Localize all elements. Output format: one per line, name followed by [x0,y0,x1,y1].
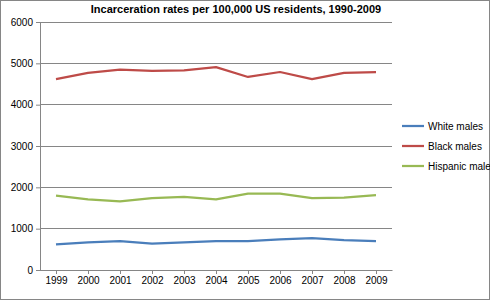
legend-label: White males [428,121,483,132]
x-tick-mark [248,270,249,274]
x-tick: 1999 [45,270,68,286]
x-tick: 2005 [237,270,260,286]
x-tick-mark [184,270,185,274]
y-tick: 2000 [11,182,40,193]
grid-line [40,187,392,188]
y-tick: 1000 [11,223,40,234]
y-tick: 6000 [11,17,40,28]
title: Incarceration rates per 100,000 US resid… [91,3,381,15]
y-tick-mark [36,229,40,230]
y-tick-label: 0 [27,265,33,276]
x-tick-mark [312,270,313,274]
y-tick-mark [36,105,40,106]
y-axis: 0 1000 2000 3000 4000 5000 6000 [11,17,41,276]
series-lines [56,67,376,244]
y-tick: 3000 [11,141,40,152]
x-tick-mark [56,270,57,274]
x-tick: 2003 [173,270,196,286]
y-tick-mark [36,63,40,64]
plot: 0 1000 2000 3000 4000 5000 6000 1999 2000 2001 200… [11,17,393,286]
x-tick-mark [152,270,153,274]
x-tick-label: 2002 [141,275,164,286]
chart-border [1,1,490,300]
y-tick-mark [36,270,40,271]
x-tick: 2002 [141,270,164,286]
x-axis: 1999 2000 2001 2002 2003 2004 2005 2006 2007 2008… [41,270,393,286]
x-tick-mark [376,270,377,274]
legend-label: Hispanic males [428,161,490,172]
x-tick-label: 2004 [205,275,228,286]
y-tick-label: 3000 [11,141,34,152]
x-tick-mark [88,270,89,274]
x-tick-mark [344,270,345,274]
y-tick: 4000 [11,99,40,110]
grid-line [40,22,392,23]
x-tick-label: 2005 [237,275,260,286]
x-tick: 2000 [77,270,100,286]
x-tick-label: 2008 [333,275,356,286]
y-tick-mark [36,22,40,23]
x-tick-label: 2007 [301,275,324,286]
y-tick-mark [36,187,40,188]
grid-line [40,63,392,64]
x-tick: 2007 [301,270,324,286]
x-tick: 2001 [109,270,132,286]
y-axis-line [40,23,41,271]
x-tick-label: 2009 [365,275,388,286]
y-tick-mark [36,146,40,147]
x-tick: 2006 [269,270,292,286]
y-tick-label: 5000 [11,58,34,69]
grid [40,22,392,270]
x-tick-label: 2001 [109,275,132,286]
y-tick-label: 2000 [11,182,34,193]
grid-line [40,104,392,105]
x-tick-label: 2003 [173,275,196,286]
y-tick: 5000 [11,58,40,69]
y-tick-label: 4000 [11,99,34,110]
grid-line [40,228,392,229]
y-tick-label: 1000 [11,223,34,234]
legend-swatch [402,165,424,167]
x-tick-mark [280,270,281,274]
x-tick-label: 2000 [77,275,100,286]
series-line [56,238,376,244]
legend-swatch [402,125,424,127]
y-tick-label: 6000 [11,17,34,28]
grid-line [40,146,392,147]
legend: White males Black males Hispanic males [402,121,490,172]
x-tick-mark [120,270,121,274]
y-tick: 0 [27,265,40,276]
series-line [56,67,376,79]
chart: Incarceration rates per 100,000 US resid… [0,0,490,300]
legend-swatch [402,145,424,147]
series-line [56,194,376,202]
legend-label: Black males [428,141,482,152]
x-tick-mark [216,270,217,274]
x-tick-label: 2006 [269,275,292,286]
x-tick: 2009 [365,270,388,286]
x-tick-label: 1999 [45,275,68,286]
x-tick: 2004 [205,270,228,286]
x-tick: 2008 [333,270,356,286]
